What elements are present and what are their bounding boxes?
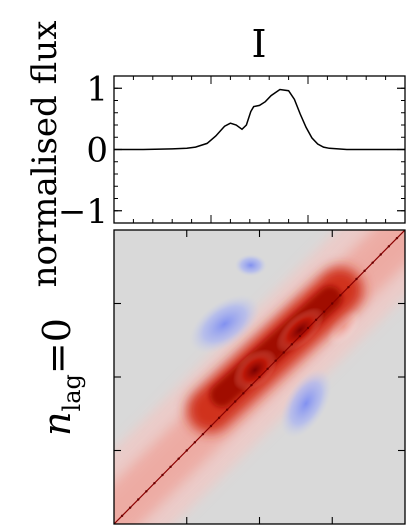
diagonal-marker xyxy=(217,416,221,420)
flux-series-line xyxy=(114,88,405,151)
diagonal-marker xyxy=(193,441,197,444)
heatmap-negative-blob xyxy=(189,294,260,354)
diagonal-marker xyxy=(355,277,358,281)
diagonal-marker xyxy=(258,375,261,379)
heatmap-ylabel-main: n xyxy=(35,411,79,435)
diagonal-marker xyxy=(314,318,318,322)
flux-ylabel: normalised flux xyxy=(25,21,65,288)
heatmap-axes xyxy=(113,229,406,525)
flux-ytick-label: −1 xyxy=(58,192,108,232)
diagonal-marker xyxy=(371,261,374,264)
heatmap-ylabel-sub: lag xyxy=(58,374,86,411)
diagonal-marker xyxy=(298,334,302,338)
heatmap-positive-blob xyxy=(327,308,361,346)
heatmap-ylabel-rest: =0 xyxy=(35,318,79,374)
diagonal-marker xyxy=(153,481,156,485)
heatmap-negative-blob xyxy=(280,369,332,438)
heatmap-ylabel: nlag=0 xyxy=(35,318,86,436)
diagonal-marker xyxy=(201,432,205,436)
diagonal-marker xyxy=(290,343,294,346)
diagonal-marker xyxy=(347,285,350,289)
diagonal-marker xyxy=(282,351,285,354)
diagonal-marker xyxy=(266,367,269,371)
diagonal-marker xyxy=(128,506,132,509)
diagonal-marker xyxy=(242,392,245,395)
diagonal-marker xyxy=(331,302,334,305)
diagonal-marker xyxy=(306,326,310,330)
flux-ytick-label: 1 xyxy=(86,69,108,109)
flux-ytick-label: 0 xyxy=(86,131,108,171)
diagonal-marker xyxy=(209,424,213,428)
diagonal-marker xyxy=(395,236,399,240)
diagonal-marker xyxy=(322,310,326,313)
heatmap-negative-blob xyxy=(234,254,267,277)
diagonal-marker xyxy=(339,294,342,297)
diagonal-marker xyxy=(234,400,237,403)
diagonal-marker xyxy=(387,245,391,248)
diagonal-marker xyxy=(379,253,382,256)
diagonal-marker xyxy=(185,449,188,452)
diagonal-marker xyxy=(145,490,148,493)
diagonal-marker xyxy=(225,408,229,411)
diagonal-marker xyxy=(137,498,140,501)
diagonal-marker xyxy=(363,269,366,273)
heatmap-ticks xyxy=(114,230,405,524)
heatmap-image xyxy=(114,230,405,524)
diagonal-marker xyxy=(161,473,164,477)
diagonal-marker xyxy=(120,514,124,518)
diagonal-marker xyxy=(274,359,277,362)
diagonal-marker xyxy=(169,465,172,469)
diagonal-marker xyxy=(177,457,180,460)
panel-title: I xyxy=(251,22,266,66)
flux-tick-labels: 1 0 −1 xyxy=(58,69,108,232)
flux-axes: 1 0 −1 xyxy=(58,69,406,232)
heatmap-diagonal-markers xyxy=(120,236,399,518)
diagonal-marker xyxy=(250,383,253,387)
